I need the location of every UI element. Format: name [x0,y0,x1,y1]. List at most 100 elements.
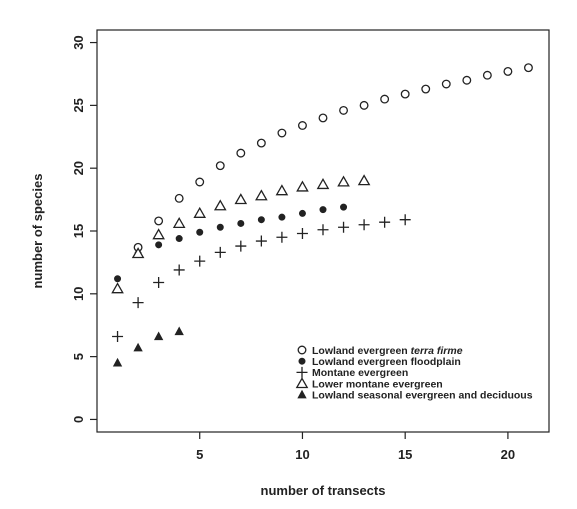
series-3 [112,214,411,343]
data-point [399,214,411,226]
data-point [524,63,533,73]
data-point [175,235,183,243]
data-point [316,178,330,190]
data-point [421,84,431,94]
data-point [298,209,306,217]
legend-marker [296,366,308,378]
data-point [339,105,348,115]
legend-marker [298,357,306,365]
y-tick-label: 5 [71,353,86,360]
legend-marker [297,389,307,399]
legend-label: Montane evergreen [312,367,408,379]
y-axis-label: number of species [30,174,45,289]
data-point [174,326,184,336]
data-point [319,206,327,214]
data-point [111,282,124,294]
data-point [172,216,186,229]
data-point [194,255,206,267]
data-point [131,247,145,259]
data-point [278,213,286,221]
data-point [317,224,329,236]
data-point [257,216,265,224]
data-point [318,113,328,123]
data-point [255,189,268,201]
data-point [380,94,390,104]
legend-item-2: Lowland evergreen floodplain [298,356,461,368]
data-point [152,228,165,240]
legend-label-italic: terra firme [411,345,463,357]
data-point [193,206,207,218]
data-point [236,148,246,158]
legend-item-5: Lowland seasonal evergreen and deciduous [297,389,533,402]
y-tick-label: 10 [71,287,86,301]
data-point [173,264,185,276]
series-5 [112,326,184,367]
x-axis-label: number of transects [261,483,386,498]
data-point [296,228,308,240]
y-tick-label: 30 [71,35,86,49]
data-point [441,79,451,89]
data-marks [111,63,533,367]
legend-label: Lowland seasonal evergreen and deciduous [312,390,533,402]
data-point [359,100,369,110]
data-point [338,221,350,233]
data-point [256,138,266,148]
series-1 [133,63,533,252]
data-point [235,240,247,252]
y-tick-label: 20 [71,161,86,175]
data-point [337,175,350,187]
legend-item-1: Lowland evergreen terra firme [297,345,463,357]
data-point [237,219,245,227]
data-point [213,199,227,211]
legend-marker [297,345,307,355]
legend-label: Lowland evergreen terra firme [312,345,463,357]
data-point [358,219,370,231]
legend-item-3: Montane evergreen [296,366,408,379]
x-tick-label: 5 [196,447,203,462]
data-point [112,331,124,343]
data-point [195,177,205,187]
data-point [216,223,224,231]
legend-marker [295,377,309,389]
data-point [276,231,288,243]
x-tick-label: 15 [398,447,412,462]
data-point [155,241,163,249]
legend-label-part: Lowland evergreen [312,345,411,357]
legend-label: Lowland evergreen floodplain [312,356,461,368]
data-point [298,121,307,130]
data-point [215,161,225,171]
legend-item-4: Lower montane evergreen [295,377,443,390]
data-point [196,228,204,236]
data-point [132,297,144,309]
x-axis: 5 10 15 20 [196,432,515,462]
data-point [400,89,410,99]
data-point [133,342,143,352]
data-point [296,180,309,192]
data-point [153,331,164,341]
data-point [234,193,248,205]
data-point [112,357,123,367]
data-point [462,75,472,85]
data-point [482,70,492,80]
data-point [357,174,371,186]
legend-label: Lower montane evergreen [312,378,443,390]
data-point [174,193,184,203]
x-tick-label: 10 [295,447,309,462]
data-point [277,128,287,138]
data-point [114,275,122,283]
data-point [153,277,165,289]
data-point [275,184,289,196]
data-point [503,67,513,76]
data-point [255,235,267,247]
y-tick-label: 15 [71,224,86,238]
series-2 [114,203,348,283]
x-tick-label: 20 [501,447,515,462]
data-point [214,246,226,258]
data-point [340,203,348,211]
y-axis: 0 5 10 15 20 25 30 [71,35,97,423]
data-point [154,216,164,226]
series-4 [111,174,371,294]
y-tick-label: 25 [71,98,86,112]
